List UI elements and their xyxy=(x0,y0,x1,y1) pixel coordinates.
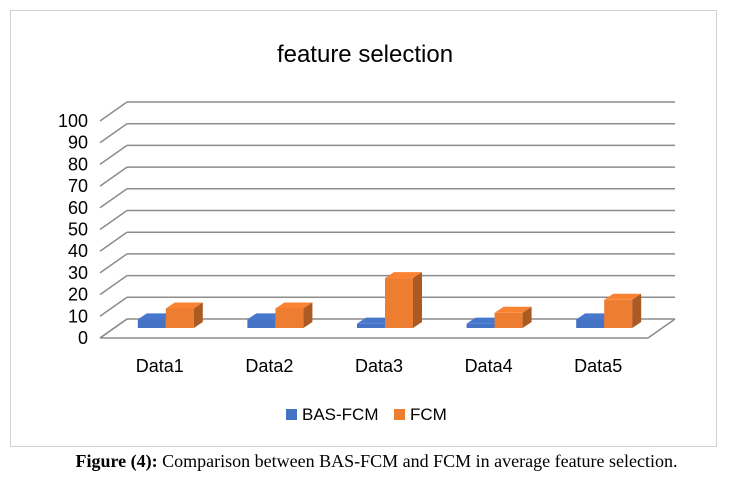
bar-top xyxy=(137,313,175,320)
figure-caption: Figure (4): Comparison between BAS-FCM a… xyxy=(0,451,753,472)
y-tick-label: 40 xyxy=(68,241,88,261)
bar-side xyxy=(303,302,313,328)
x-tick-label: Data2 xyxy=(245,356,293,376)
bar-front xyxy=(466,323,495,328)
bar-top xyxy=(165,302,203,309)
legend-item-fcm: FCM xyxy=(394,405,447,424)
legend-label: BAS-FCM xyxy=(302,405,379,424)
bar-top xyxy=(275,302,313,309)
legend-item-bas-fcm: BAS-FCM xyxy=(286,405,379,424)
bar-side xyxy=(193,302,203,328)
gridline-diag xyxy=(99,123,128,144)
x-axis-ticks: Data1 Data2 Data3 Data4 Data5 xyxy=(136,356,622,376)
legend-swatch xyxy=(286,409,297,420)
x-tick-label: Data4 xyxy=(465,356,513,376)
gridline-diag xyxy=(99,318,128,339)
gridline-diag xyxy=(99,188,128,209)
gridline-diag xyxy=(99,166,128,187)
floor-right-edge xyxy=(647,318,676,339)
x-tick-label: Data3 xyxy=(355,356,403,376)
chart-title: feature selection xyxy=(277,41,453,68)
bar-top xyxy=(604,293,642,300)
chart-container xyxy=(10,10,717,447)
y-tick-label: 60 xyxy=(68,198,88,218)
y-tick-label: 70 xyxy=(68,176,88,196)
legend-swatch xyxy=(394,409,405,420)
bar-side xyxy=(413,272,422,328)
gridline-diag xyxy=(99,296,128,317)
y-tick-label: 50 xyxy=(68,220,88,240)
chart: feature selection 0102030405060708090100… xyxy=(58,41,676,424)
bar-front xyxy=(247,319,276,328)
y-tick-label: 20 xyxy=(68,285,88,305)
y-tick-label: 100 xyxy=(58,111,88,131)
gridline-diag xyxy=(99,274,128,296)
bar-front xyxy=(137,319,166,328)
legend-label: FCM xyxy=(410,405,447,424)
bar-fcm-data1 xyxy=(165,302,203,328)
bar-front xyxy=(165,308,194,328)
bar-front xyxy=(576,319,605,328)
bar-fcm-data2 xyxy=(275,302,313,328)
bar-front xyxy=(604,299,633,328)
y-tick-label: 80 xyxy=(68,154,88,174)
gridline-diag xyxy=(99,144,128,166)
bar-top xyxy=(576,313,614,320)
gridline-diag xyxy=(99,101,128,122)
bar-side xyxy=(632,293,642,328)
y-tick-label: 10 xyxy=(68,306,88,326)
gridline-diag xyxy=(99,253,128,274)
legend: BAS-FCM FCM xyxy=(286,405,447,424)
bar-fcm-data4 xyxy=(494,306,532,328)
y-tick-label: 30 xyxy=(68,263,88,283)
bar-top xyxy=(466,317,504,324)
bar-fcm-data3 xyxy=(385,272,422,328)
bar-front xyxy=(275,308,304,328)
bar-front xyxy=(357,323,385,328)
bar-fcm-data5 xyxy=(604,293,642,328)
bars xyxy=(137,272,642,328)
bar-top xyxy=(357,317,394,324)
gridline-diag xyxy=(99,231,128,252)
y-tick-label: 0 xyxy=(78,328,88,348)
bar-side xyxy=(522,306,532,328)
bar-front xyxy=(494,312,523,328)
y-tick-label: 90 xyxy=(68,133,88,153)
x-tick-label: Data5 xyxy=(574,356,622,376)
bar-top xyxy=(385,272,422,279)
bar-top xyxy=(247,313,285,320)
figure-label: Figure (4): xyxy=(75,451,158,471)
figure-caption-text: Comparison between BAS-FCM and FCM in av… xyxy=(162,451,678,471)
bar-top xyxy=(494,306,532,313)
gridline-diag xyxy=(99,209,128,231)
bar-front xyxy=(385,278,413,328)
x-tick-label: Data1 xyxy=(136,356,184,376)
